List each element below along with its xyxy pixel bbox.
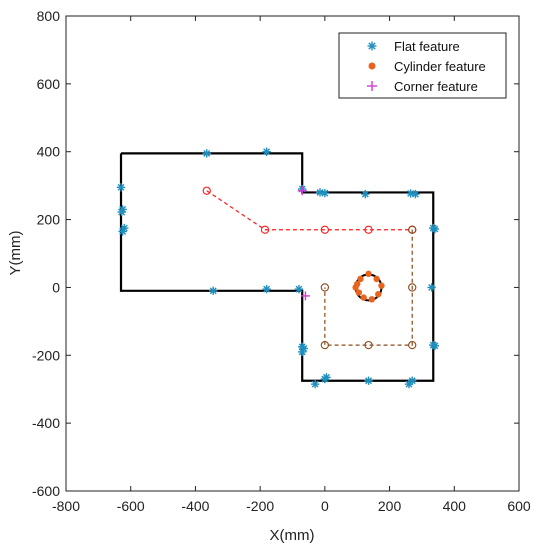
legend-marker-cylinder (368, 62, 376, 70)
trajectory-lower-waypoint-4 (320, 340, 330, 350)
x-tick-label-7: 600 (507, 498, 531, 514)
y-tick-label-2: -200 (32, 347, 60, 363)
legend-label-corner: Corner feature (394, 79, 478, 94)
axes-frame (65, 15, 520, 492)
trajectory-lower-waypoint-2 (408, 340, 417, 350)
legend-marker-corner (367, 81, 377, 91)
trajectory-upper-waypoint-2 (320, 225, 330, 234)
x-tick-label-1: -600 (117, 498, 145, 514)
trajectory-upper-line (206, 190, 413, 231)
y-tick-label-7: 800 (37, 8, 61, 24)
flat-feature-asterisk-marker-2 (116, 183, 126, 192)
flat-feature-asterisk-marker-10 (361, 189, 370, 199)
flat-feature-asterisk-marker-21 (310, 379, 320, 389)
legend-marker-flat (367, 41, 377, 51)
flat-feature-asterisk-marker-17 (294, 284, 304, 294)
flat-feature-asterisk-marker-6 (120, 223, 129, 233)
y-tick-label-4: 200 (37, 212, 61, 228)
y-axis-title: Y(mm) (7, 231, 24, 276)
x-tick-label-6: 400 (443, 498, 467, 514)
flat-feature-asterisk-marker-0 (202, 149, 211, 158)
flat-feature-asterisk-marker-15 (209, 286, 218, 296)
trajectory-upper-waypoint-3 (364, 225, 373, 234)
y-tick-label-6: 600 (37, 76, 61, 92)
flat-feature-asterisk-marker-23 (322, 373, 331, 382)
cylinder-feature-dot-marker-4 (378, 282, 385, 289)
trajectory-lower-waypoint-3 (364, 340, 373, 350)
flat-feature-asterisk-marker-20 (298, 347, 307, 357)
data-layer (116, 147, 440, 389)
trajectory-upper-waypoint-0 (202, 186, 211, 195)
cylinder-feature-dot-marker-5 (375, 291, 382, 298)
y-tick-label-3: 0 (52, 279, 60, 295)
x-axis-title: X(mm) (270, 527, 315, 544)
trajectory-lower-waypoint-5 (320, 283, 330, 292)
legend: Flat feature Cylinder feature Corner fea… (338, 32, 507, 99)
y-tick-label-5: 400 (37, 144, 61, 160)
cylinder-feature-dot-marker-9 (354, 280, 361, 288)
y-tick-label-1: -400 (32, 415, 60, 431)
cylinder-feature-dot-marker-6 (368, 296, 375, 303)
x-tick-label-2: -400 (181, 498, 209, 514)
room-outline (119, 152, 435, 382)
corner-feature-plus-marker-0 (300, 291, 310, 301)
cylinder-feature-dot-marker-7 (360, 294, 367, 301)
flat-feature-asterisk-marker-4 (117, 207, 126, 217)
cylinder-feature-dot-marker-8 (355, 289, 363, 296)
y-tick-label-0: -600 (32, 483, 60, 499)
x-tick-label-4: 0 (321, 498, 329, 514)
cylinder-feature-dot-marker-1 (357, 275, 364, 283)
flat-feature-asterisk-marker-12 (411, 189, 420, 199)
legend-label-cylinder: Cylinder feature (394, 59, 486, 74)
x-tick-label-5: 200 (378, 498, 402, 514)
corner-feature-plus-marker-1 (297, 186, 307, 196)
x-tick-label-3: -200 (246, 498, 274, 514)
flat-feature-asterisk-marker-16 (262, 284, 271, 294)
tick-layer: -800 -600 -400 -200 0 200 400 600-600-400-20002… (32, 8, 531, 514)
flat-feature-asterisk-marker-1 (262, 147, 271, 156)
trajectory-lower-waypoint-0 (408, 225, 417, 234)
legend-markers (367, 41, 377, 91)
flat-feature-asterisk-marker-14 (430, 224, 440, 234)
flat-feature-asterisk-marker-27 (427, 283, 436, 292)
trajectory-lower-line (324, 229, 413, 346)
cylinder-feature-dot-marker-3 (373, 275, 380, 283)
legend-label-flat: Flat feature (394, 39, 460, 54)
cylinder-feature-dot-marker-2 (365, 270, 372, 278)
trajectory-lower-waypoint-1 (408, 283, 417, 292)
flat-feature-asterisk-marker-24 (364, 376, 373, 385)
flat-feature-asterisk-marker-9 (320, 188, 330, 198)
trajectory-upper-waypoint-1 (260, 225, 270, 234)
flat-feature-asterisk-marker-29 (430, 341, 440, 350)
x-tick-label-0: -800 (52, 498, 80, 514)
legend-box (338, 32, 507, 99)
flat-feature-asterisk-marker-26 (408, 376, 417, 385)
